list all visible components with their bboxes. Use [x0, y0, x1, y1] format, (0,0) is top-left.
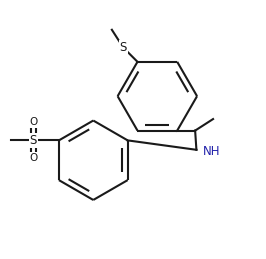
Text: NH: NH — [203, 145, 220, 157]
Text: O: O — [29, 153, 38, 163]
Text: S: S — [120, 41, 127, 54]
Text: O: O — [29, 117, 38, 127]
Text: S: S — [30, 134, 37, 147]
